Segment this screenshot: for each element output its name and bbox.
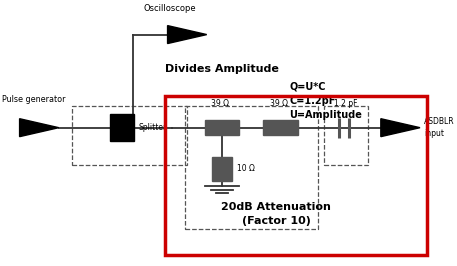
Bar: [185, 106, 318, 229]
Text: 20dB Attenuation
(Factor 10): 20dB Attenuation (Factor 10): [222, 202, 331, 226]
Polygon shape: [20, 119, 59, 137]
Polygon shape: [381, 119, 420, 137]
Text: 1.2 pF: 1.2 pF: [334, 99, 358, 108]
Bar: [165, 96, 426, 255]
Bar: [263, 120, 298, 135]
Text: Q=U*C
C=1.2pF
U=Amplitude: Q=U*C C=1.2pF U=Amplitude: [289, 81, 362, 120]
Bar: [212, 157, 233, 181]
Bar: [72, 106, 187, 165]
Text: Divides Amplitude: Divides Amplitude: [165, 64, 279, 74]
Bar: [110, 114, 134, 141]
Text: Pulse generator: Pulse generator: [2, 95, 66, 104]
Polygon shape: [168, 26, 207, 44]
Bar: [205, 120, 239, 135]
Text: Oscilloscope: Oscilloscope: [143, 4, 196, 13]
Text: ASDBLR
input: ASDBLR input: [425, 117, 455, 138]
Text: Splitter: Splitter: [138, 123, 166, 132]
Text: 39 Ω: 39 Ω: [270, 99, 287, 108]
Bar: [324, 106, 368, 165]
Text: 39 Ω: 39 Ω: [211, 99, 229, 108]
Text: 10 Ω: 10 Ω: [237, 164, 255, 173]
